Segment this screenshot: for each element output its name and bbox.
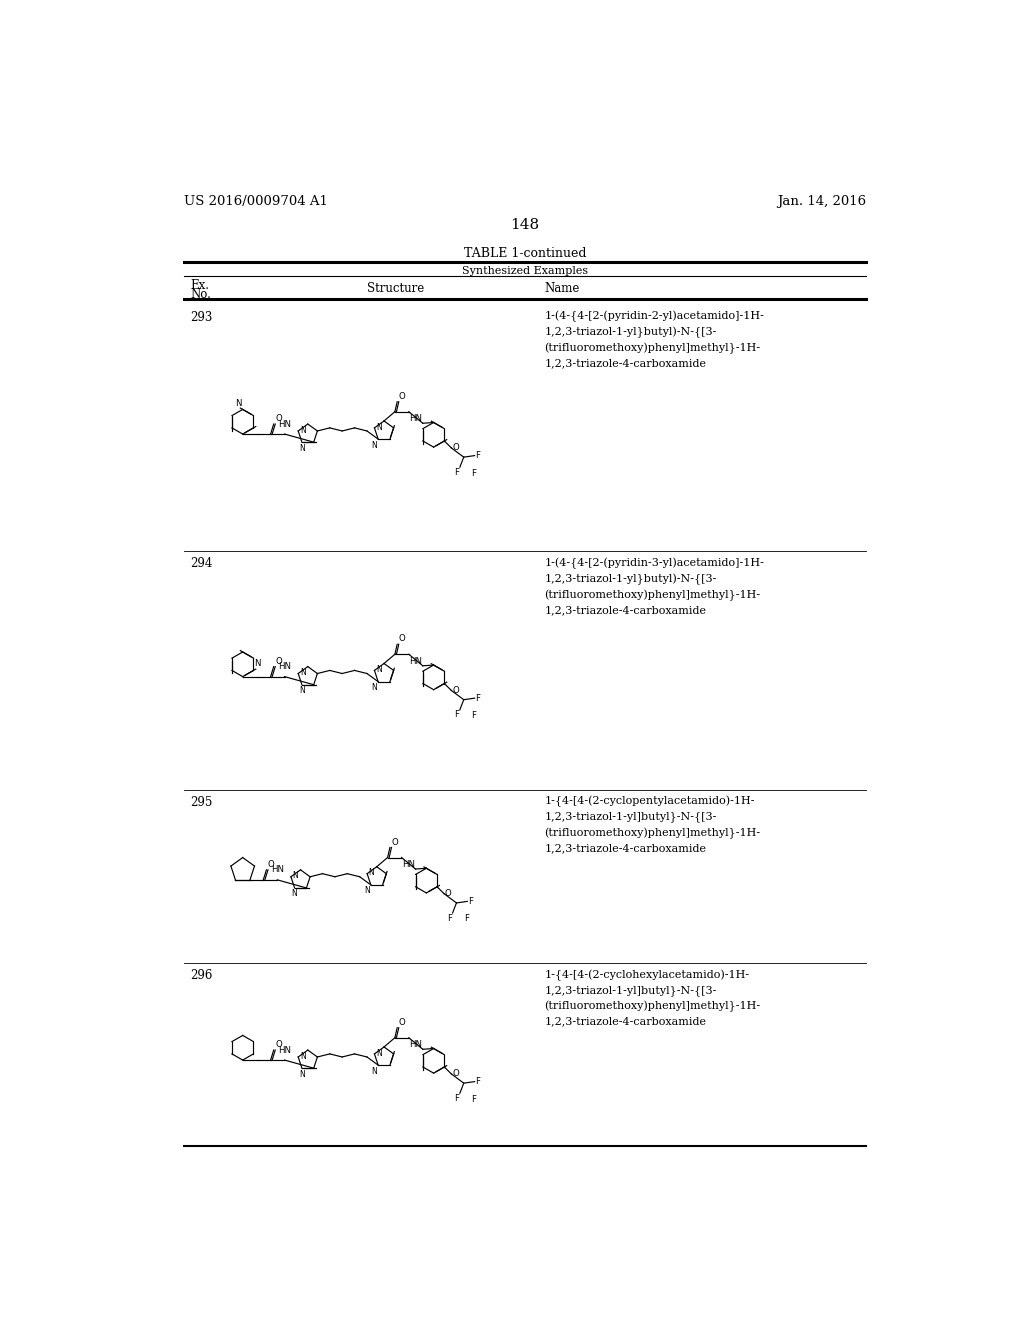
Text: US 2016/0009704 A1: US 2016/0009704 A1: [183, 195, 328, 209]
Text: N: N: [372, 1067, 377, 1076]
Text: F: F: [471, 469, 476, 478]
Text: HN: HN: [279, 663, 291, 671]
Text: 293: 293: [190, 312, 212, 323]
Text: N: N: [254, 659, 261, 668]
Text: F: F: [475, 451, 480, 461]
Text: F: F: [471, 1094, 476, 1104]
Text: No.: No.: [190, 288, 211, 301]
Text: O: O: [275, 1040, 282, 1049]
Text: F: F: [468, 896, 473, 906]
Text: F: F: [454, 467, 459, 477]
Text: N: N: [365, 887, 370, 895]
Text: O: O: [268, 861, 274, 869]
Text: 148: 148: [510, 218, 540, 232]
Text: O: O: [453, 686, 459, 694]
Text: 294: 294: [190, 557, 212, 570]
Text: O: O: [275, 657, 282, 665]
Text: Structure: Structure: [367, 281, 424, 294]
Text: TABLE 1-continued: TABLE 1-continued: [464, 247, 586, 260]
Text: N: N: [299, 444, 305, 453]
Text: Synthesized Examples: Synthesized Examples: [462, 267, 588, 276]
Text: HN: HN: [410, 414, 423, 422]
Text: 1-(4-{4-[2-(pyridin-3-yl)acetamido]-1H-
1,2,3-triazol-1-yl}butyl)-N-{[3-
(triflu: 1-(4-{4-[2-(pyridin-3-yl)acetamido]-1H- …: [544, 557, 764, 615]
Text: N: N: [369, 869, 375, 878]
Text: 295: 295: [190, 796, 212, 809]
Text: N: N: [299, 686, 305, 696]
Text: HN: HN: [279, 420, 291, 429]
Text: 1-{4-[4-(2-cyclohexylacetamido)-1H-
1,2,3-triazol-1-yl]butyl}-N-{[3-
(trifluorom: 1-{4-[4-(2-cyclohexylacetamido)-1H- 1,2,…: [544, 969, 760, 1026]
Text: Name: Name: [544, 281, 580, 294]
Text: O: O: [453, 444, 459, 453]
Text: O: O: [453, 1069, 459, 1078]
Text: HN: HN: [270, 866, 284, 874]
Text: Ex.: Ex.: [190, 280, 209, 292]
Text: N: N: [376, 665, 382, 675]
Text: F: F: [475, 1077, 480, 1086]
Text: HN: HN: [410, 656, 423, 665]
Text: F: F: [454, 1094, 459, 1104]
Text: N: N: [293, 871, 298, 880]
Text: O: O: [275, 414, 282, 424]
Text: N: N: [292, 890, 297, 899]
Text: HN: HN: [279, 1045, 291, 1055]
Text: N: N: [299, 1069, 305, 1078]
Text: O: O: [444, 890, 452, 898]
Text: F: F: [464, 915, 469, 924]
Text: HN: HN: [402, 859, 416, 869]
Text: O: O: [398, 392, 406, 401]
Text: N: N: [300, 425, 305, 434]
Text: 1-(4-{4-[2-(pyridin-2-yl)acetamido]-1H-
1,2,3-triazol-1-yl}butyl)-N-{[3-
(triflu: 1-(4-{4-[2-(pyridin-2-yl)acetamido]-1H- …: [544, 312, 764, 368]
Text: N: N: [376, 422, 382, 432]
Text: N: N: [376, 1048, 382, 1057]
Text: N: N: [300, 668, 305, 677]
Text: N: N: [300, 1052, 305, 1061]
Text: Jan. 14, 2016: Jan. 14, 2016: [776, 195, 866, 209]
Text: O: O: [398, 1018, 406, 1027]
Text: F: F: [454, 710, 459, 719]
Text: O: O: [391, 838, 398, 846]
Text: 1-{4-[4-(2-cyclopentylacetamido)-1H-
1,2,3-triazol-1-yl]butyl}-N-{[3-
(trifluoro: 1-{4-[4-(2-cyclopentylacetamido)-1H- 1,2…: [544, 796, 760, 853]
Text: O: O: [398, 635, 406, 643]
Text: F: F: [471, 711, 476, 721]
Text: HN: HN: [410, 1040, 423, 1049]
Text: 296: 296: [190, 969, 212, 982]
Text: N: N: [372, 441, 377, 450]
Text: F: F: [475, 693, 480, 702]
Text: N: N: [234, 399, 241, 408]
Text: N: N: [372, 684, 377, 692]
Text: F: F: [446, 913, 452, 923]
